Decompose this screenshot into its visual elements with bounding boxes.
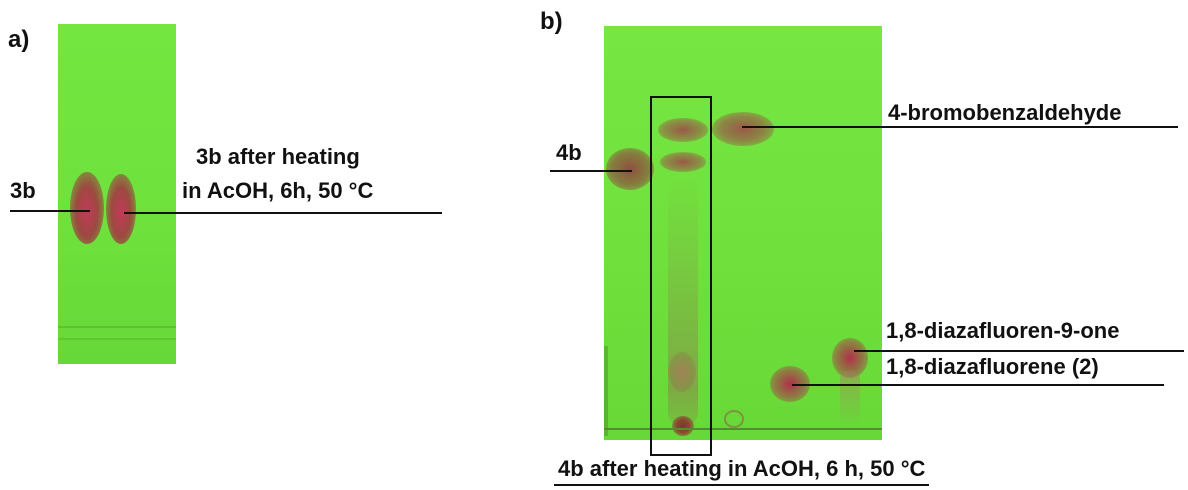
line-3b-heated (124, 212, 442, 214)
caption-underline (554, 484, 929, 486)
spot-heated-origin (672, 416, 694, 436)
plate-b-baseline (604, 428, 882, 430)
tlc-plate-b (604, 26, 882, 440)
plate-a-baseline-2 (58, 338, 176, 340)
plate-b-edge (604, 346, 608, 436)
spot-origin-ring (724, 410, 744, 428)
panel-a-tag: a) (8, 26, 30, 53)
label-3b: 3b (10, 178, 36, 203)
caption-4b-heated: 4b after heating in AcOH, 6 h, 50 °C (558, 456, 926, 481)
spot-3b-heated (106, 174, 136, 244)
label-3b-heated-line1: 3b after heating (196, 144, 360, 169)
label-4b: 4b (556, 140, 582, 165)
label-3b-heated-line2: in AcOH, 6h, 50 °C (182, 178, 374, 203)
spot-heated-upper (658, 118, 708, 142)
line-1-8-diazafluorene (792, 384, 1164, 386)
spot-diazafluorenone-tail (840, 370, 860, 426)
line-4b (550, 170, 632, 172)
panel-b-tag: b) (540, 8, 563, 35)
spot-heated-middle (660, 152, 706, 172)
spot-aldehyde (712, 112, 774, 146)
spot-4b (606, 148, 654, 190)
plate-a-baseline (58, 326, 176, 328)
line-4-bromobenzaldehyde (742, 126, 1178, 128)
line-3b (10, 210, 90, 212)
line-1-8-diazafluoren-9-one (854, 350, 1184, 352)
label-4-bromobenzaldehyde: 4-bromobenzaldehyde (888, 100, 1122, 125)
spot-3b (70, 172, 104, 244)
label-1-8-diazafluorene: 1,8-diazafluorene (2) (886, 354, 1099, 379)
spot-diazafluorenone (832, 338, 868, 378)
heated-lane-box (650, 96, 712, 456)
spot-heated-lower (668, 352, 696, 392)
label-1-8-diazafluoren-9-one: 1,8-diazafluoren-9-one (886, 318, 1120, 343)
tlc-plate-a (58, 24, 176, 364)
